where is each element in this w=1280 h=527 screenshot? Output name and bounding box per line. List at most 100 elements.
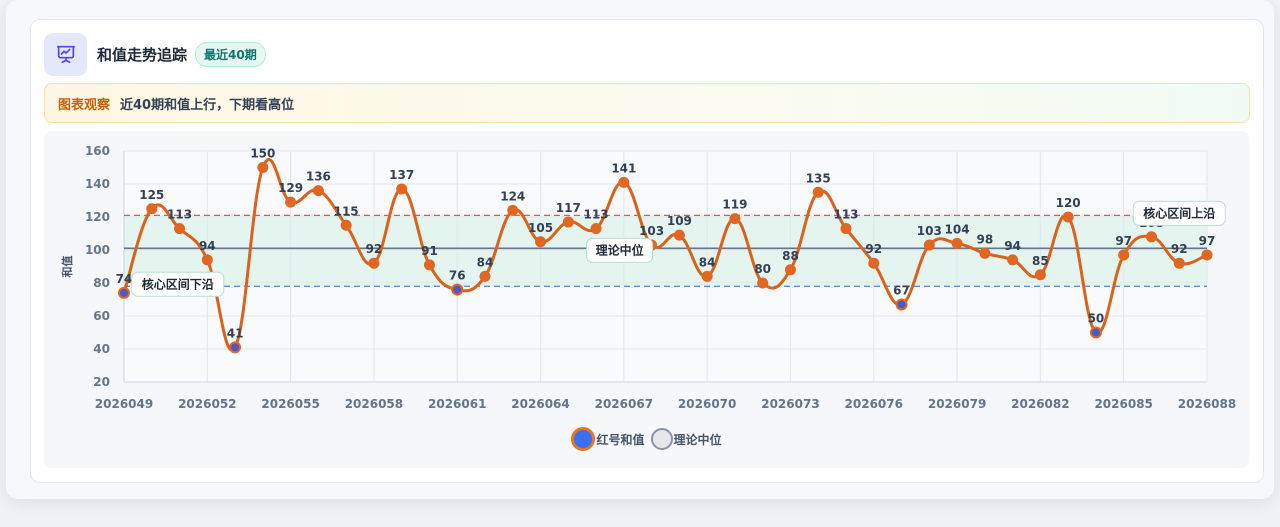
data-point	[979, 247, 991, 259]
data-label: 84	[699, 255, 716, 269]
data-label: 94	[1004, 239, 1021, 253]
data-point	[590, 223, 602, 235]
y-tick-label: 80	[93, 276, 110, 290]
data-label: 129	[278, 181, 303, 195]
data-label: 92	[366, 242, 383, 256]
sum-swatch-icon	[571, 427, 596, 451]
y-tick-label: 100	[85, 243, 110, 257]
card-title: 和值走势追踪	[97, 45, 188, 64]
y-axis-label: 和值	[60, 256, 74, 278]
data-point	[535, 236, 547, 248]
presentation-chart-icon	[44, 32, 87, 76]
annotation-2-box	[586, 237, 654, 263]
data-label: 125	[139, 188, 164, 202]
data-label: 115	[334, 204, 359, 218]
data-point	[923, 239, 935, 251]
data-point	[368, 257, 380, 269]
x-tick-label: 2026067	[595, 397, 653, 411]
observation-text: 近40期和值上行，下期看高位	[120, 97, 295, 113]
data-point	[396, 183, 408, 195]
data-point	[312, 185, 324, 197]
data-point	[479, 270, 491, 282]
data-point	[118, 286, 130, 299]
y-tick-label: 120	[85, 210, 110, 224]
x-tick-label: 2026076	[845, 397, 903, 411]
data-label: 109	[667, 214, 692, 228]
x-tick-label: 2026079	[928, 397, 986, 411]
data-label: 105	[528, 221, 553, 235]
data-point	[201, 254, 213, 266]
data-point	[757, 277, 769, 289]
data-label: 88	[782, 249, 799, 263]
data-label: 41	[227, 326, 244, 340]
data-label: 98	[976, 232, 993, 246]
x-tick-label: 2026064	[511, 397, 569, 411]
x-tick-label: 2026085	[1094, 397, 1152, 411]
annotation-3-box	[1132, 200, 1226, 226]
page-background: 和值走势追踪 最近40期 图表观察 近40期和值上行，下期看高位 20 40 60 8…	[6, 0, 1274, 499]
y-tick-label: 40	[93, 342, 110, 356]
data-label: 119	[722, 198, 747, 212]
data-point	[1201, 249, 1213, 261]
data-point	[701, 270, 713, 282]
data-point	[1089, 326, 1102, 339]
y-tick-label: 20	[93, 375, 110, 389]
data-label: 113	[584, 208, 609, 222]
data-label: 92	[1171, 242, 1188, 256]
data-point	[562, 216, 574, 228]
data-point	[784, 264, 796, 276]
annotation-1-text: 核心区间下沿	[142, 276, 214, 291]
annotation-2-text: 理论中位	[596, 242, 644, 257]
y-tick-label: 160	[85, 144, 110, 158]
data-label: 97	[1199, 234, 1216, 248]
data-point	[257, 162, 269, 173]
data-label: 85	[1032, 254, 1049, 268]
data-label: 84	[477, 255, 494, 269]
data-point	[812, 186, 824, 198]
annotation-3-text: 核心区间上沿	[1143, 205, 1215, 220]
period-badge[interactable]: 最近40期	[195, 41, 266, 67]
data-label: 136	[306, 170, 331, 184]
data-point	[507, 204, 519, 216]
data-label: 67	[893, 283, 910, 297]
data-label: 120	[1056, 196, 1081, 210]
data-label: 94	[199, 239, 216, 253]
data-point	[840, 223, 852, 235]
data-point	[1007, 254, 1019, 266]
x-tick-label: 2026052	[178, 397, 236, 411]
median-swatch-icon	[650, 428, 673, 450]
data-label: 104	[945, 222, 970, 236]
y-tick-label: 140	[85, 177, 110, 191]
y-tick-label: 60	[93, 309, 110, 323]
data-label: 135	[806, 171, 831, 185]
legend-item-sum[interactable]: 红号和值	[571, 427, 645, 451]
data-point	[1118, 249, 1130, 261]
chart-observation-banner: 图表观察 近40期和值上行，下期看高位	[44, 83, 1250, 123]
data-label: 50	[1088, 312, 1105, 326]
data-point	[729, 213, 741, 225]
data-point	[340, 219, 352, 231]
annotation-1-box	[131, 271, 225, 297]
observation-tag: 图表观察	[58, 97, 111, 113]
x-tick-label: 2026088	[1178, 397, 1236, 411]
data-label: 150	[250, 147, 275, 161]
data-point	[1034, 269, 1046, 281]
data-label: 74	[116, 272, 133, 286]
legend-item-median[interactable]: 理论中位	[650, 428, 722, 450]
data-point	[895, 298, 908, 311]
data-label: 137	[389, 168, 414, 182]
data-label: 141	[611, 161, 636, 175]
data-label: 113	[833, 208, 858, 222]
data-point	[1062, 211, 1074, 223]
x-tick-label: 2026058	[345, 397, 403, 411]
data-point	[285, 196, 297, 208]
legend-sum-label: 红号和值	[596, 432, 645, 447]
x-tick-label: 2026049	[95, 397, 153, 411]
data-point	[673, 229, 685, 241]
x-tick-label: 2026061	[428, 397, 486, 411]
data-point	[174, 223, 186, 235]
legend-median-label: 理论中位	[673, 432, 722, 447]
data-label: 76	[449, 269, 466, 283]
data-point	[618, 176, 630, 188]
trend-card: 和值走势追踪 最近40期 图表观察 近40期和值上行，下期看高位 20 40 60 8…	[30, 19, 1264, 483]
